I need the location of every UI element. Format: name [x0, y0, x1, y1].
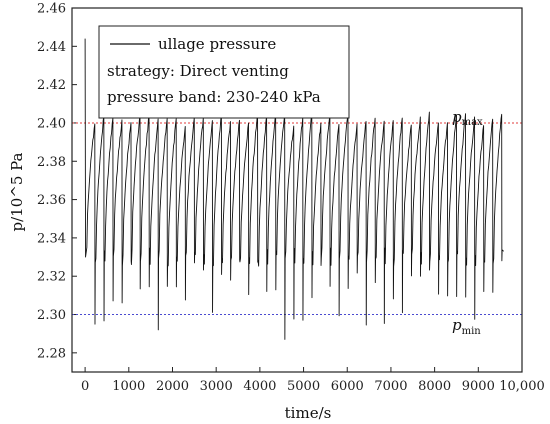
x-tick-label: 3000: [200, 379, 233, 394]
y-tick-label: 2.44: [37, 40, 66, 55]
legend-series-label: ullage pressure: [158, 35, 276, 53]
legend-box: [98, 25, 350, 119]
y-tick-label: 2.46: [37, 2, 66, 17]
legend-band-text: pressure band: 230-240 kPa: [107, 88, 321, 106]
x-tick-label: 5000: [287, 379, 320, 394]
x-tick-label: 4000: [243, 379, 276, 394]
series-ullage-pressure-line: [84, 38, 504, 340]
y-tick-label: 2.40: [37, 116, 66, 131]
y-tick-label: 2.38: [37, 155, 66, 170]
x-tick-label: 2000: [156, 379, 189, 394]
y-tick-label: 2.34: [37, 231, 66, 246]
y-tick-label: 2.32: [37, 270, 66, 285]
x-axis-title: time/s: [285, 404, 332, 422]
pmax-label: pmax: [452, 108, 483, 128]
x-tick-label: 0: [81, 379, 89, 394]
x-tick-label: 7000: [374, 379, 407, 394]
reference-lines: [72, 122, 522, 316]
y-tick-label: 2.42: [37, 78, 66, 93]
x-tick-label: 10,000: [499, 379, 545, 394]
legend-strategy-text: strategy: Direct venting: [107, 62, 289, 80]
y-grid-ticks: 2.28 2.30 2.32 2.34 2.36 2.38 2.40 2.42 2.44 2.46: [37, 2, 77, 361]
legend: ullage pressure strategy: Direct venting…: [98, 25, 350, 119]
x-tick-label: 6000: [331, 379, 364, 394]
y-tick-label: 2.28: [37, 346, 66, 361]
y-tick-label: 2.30: [37, 308, 66, 323]
y-axis-title: p/10^5 Pa: [8, 152, 26, 231]
x-tick-label: 9000: [462, 379, 495, 394]
plot-frame: [71, 7, 523, 373]
x-grid-ticks: 0 1000 2000 3000 4000 5000 6000 7000 8000 9000 10,…: [81, 367, 545, 394]
pmin-label: pmin: [452, 316, 481, 337]
y-tick-label: 2.36: [37, 193, 66, 208]
x-tick-label: 8000: [418, 379, 451, 394]
x-tick-label: 1000: [112, 379, 145, 394]
data-series: [84, 38, 504, 340]
